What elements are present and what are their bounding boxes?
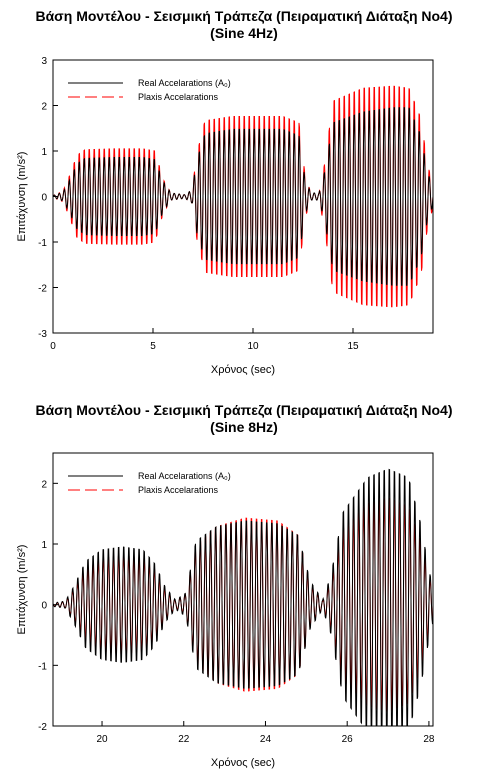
chart-1-title: Βάση Μοντέλου - Σεισμική Τράπεζα (Πειραμ… — [35, 8, 453, 24]
chart-2-subtitle: (Sine 8Hz) — [210, 419, 278, 435]
chart-2-frame — [52, 452, 434, 727]
y-tick-label: 1 — [41, 540, 47, 551]
chart-2-ylabel: Επιτάχυνση (m/s²) — [16, 545, 28, 635]
x-tick-label: 24 — [260, 734, 272, 745]
chart-1-subtitle: (Sine 4Hz) — [210, 25, 278, 41]
y-tick-label: 2 — [41, 479, 47, 490]
legend-label: Real Accelarations (A₀) — [138, 78, 231, 88]
x-tick-label: 28 — [423, 734, 435, 745]
x-tick-label: 22 — [178, 734, 190, 745]
chart-2-title: Βάση Μοντέλου - Σεισμική Τράπεζα (Πειραμ… — [35, 402, 453, 418]
y-tick-label: 2 — [41, 102, 47, 113]
x-tick-label: 0 — [50, 341, 56, 352]
chart-2-xlabel: Χρόνος (sec) — [211, 757, 275, 769]
chart-1-series-real — [53, 107, 433, 286]
y-tick-label: 3 — [41, 56, 47, 67]
chart-1-ylabel: Επιτάχυνση (m/s²) — [16, 152, 28, 242]
chart-2-series-real — [53, 468, 433, 726]
x-tick-label: 10 — [247, 341, 259, 352]
y-tick-label: 0 — [41, 193, 47, 204]
chart-1: -3 -2 -1 0 1 2 3 0 5 10 15 Χρόνος (sec) Επιτάχυνση (… — [16, 56, 434, 376]
y-tick-label: -2 — [38, 722, 47, 733]
legend-label: Real Accelarations (A₀) — [138, 471, 231, 481]
x-tick-label: 5 — [150, 341, 156, 352]
legend-label: Plaxis Accelarations — [138, 485, 219, 495]
y-tick-label: -2 — [38, 284, 47, 295]
y-tick-label: -1 — [38, 238, 47, 249]
chart-2: -2 -1 0 1 2 20 22 24 26 28 Χρόνος (sec) Επιτάχυνση … — [16, 452, 435, 769]
y-tick-label: -3 — [38, 329, 47, 340]
x-tick-label: 26 — [342, 734, 354, 745]
chart-1-xlabel: Χρόνος (sec) — [211, 364, 275, 376]
x-tick-label: 20 — [96, 734, 108, 745]
y-tick-label: 1 — [41, 147, 47, 158]
x-tick-label: 15 — [347, 341, 359, 352]
y-tick-label: -1 — [38, 661, 47, 672]
legend-label: Plaxis Accelarations — [138, 92, 219, 102]
y-tick-label: 0 — [41, 601, 47, 612]
